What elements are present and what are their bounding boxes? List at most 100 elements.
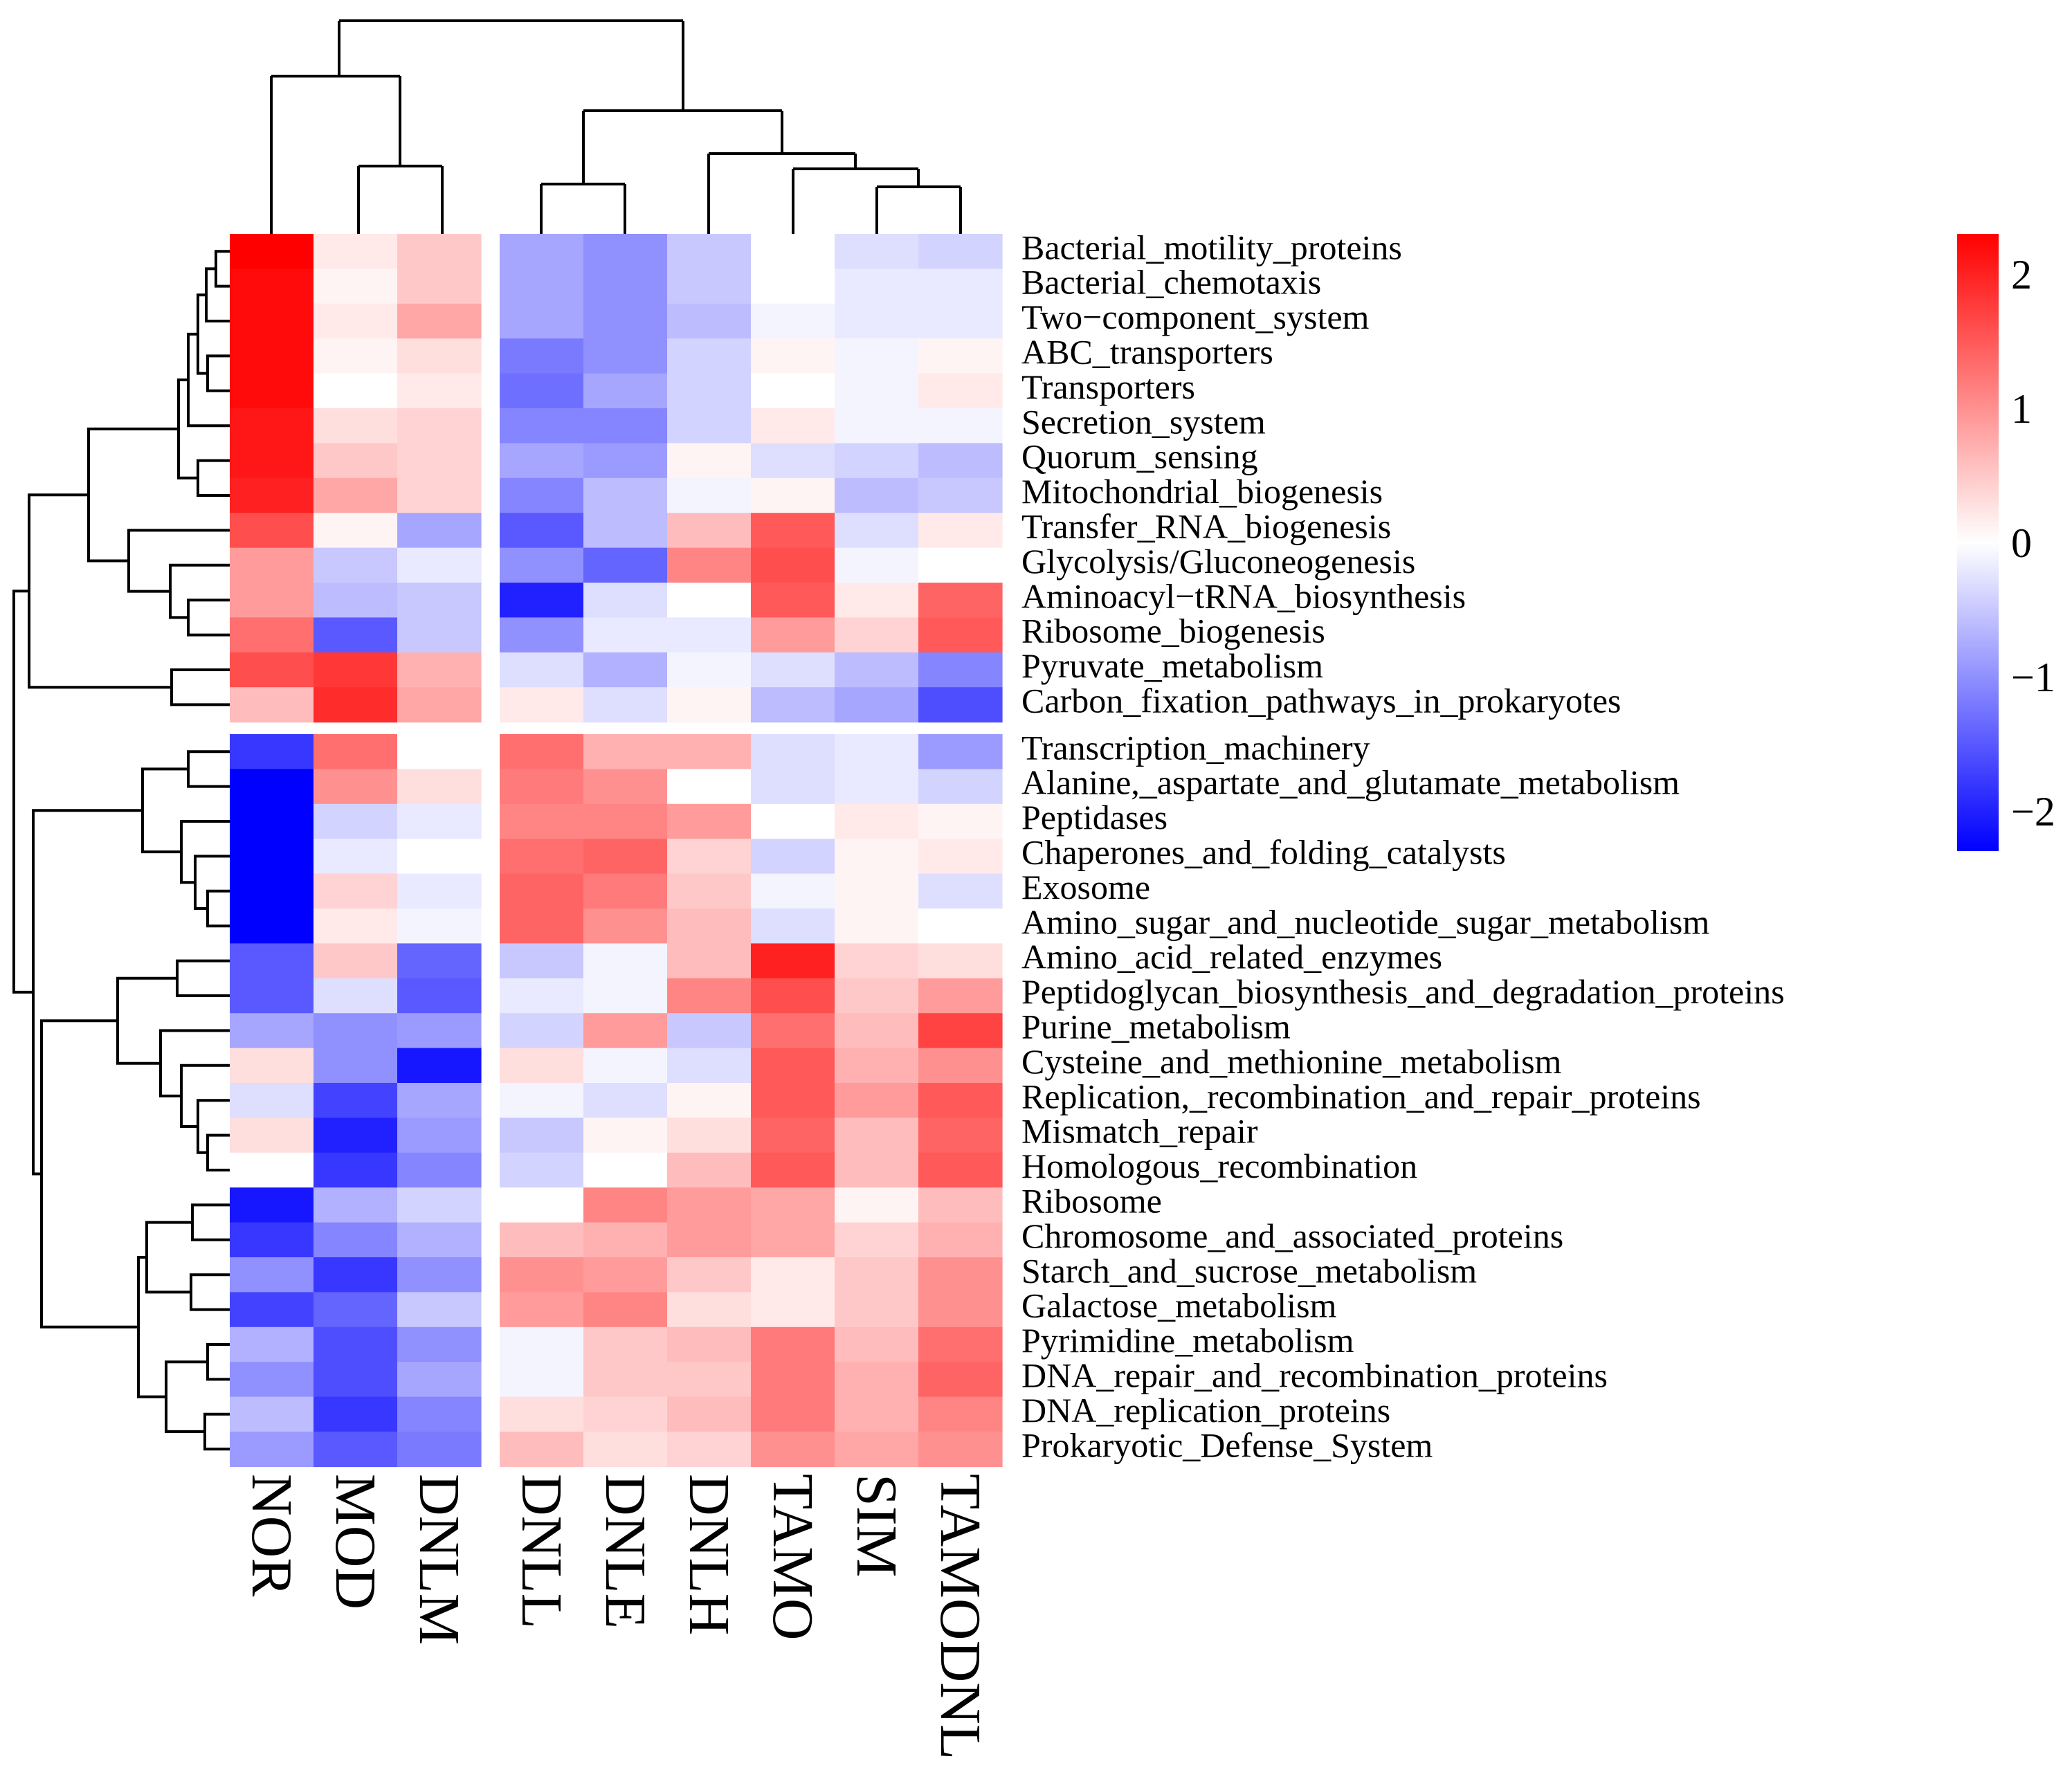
heatmap-cell <box>751 873 835 909</box>
heatmap-cell <box>313 234 398 269</box>
heatmap-cell <box>313 909 398 944</box>
heatmap-cell <box>918 978 1003 1014</box>
dendrogram-branch <box>137 1256 166 1398</box>
heatmap-cell <box>230 408 314 444</box>
heatmap-cell <box>667 338 752 374</box>
heatmap-cell <box>230 1326 314 1362</box>
heatmap-cell <box>313 1222 398 1258</box>
heatmap-cell <box>835 373 919 409</box>
heatmap-cell <box>751 1432 835 1467</box>
heatmap-cell <box>751 513 835 549</box>
row-label: ABC_transporters <box>1021 333 1273 372</box>
heatmap-cell <box>313 513 398 549</box>
row-label: Homologous_recombination <box>1021 1147 1417 1185</box>
heatmap-cell <box>751 617 835 653</box>
column-label: NOR <box>239 1474 304 1596</box>
heatmap-cell <box>667 909 752 944</box>
heatmap-cell <box>918 687 1003 723</box>
heatmap-cell <box>583 268 668 304</box>
row-label: Glycolysis/Gluconeogenesis <box>1021 542 1415 581</box>
heatmap-cell <box>397 234 482 269</box>
heatmap-cell <box>751 443 835 479</box>
heatmap-cell <box>583 513 668 549</box>
heatmap-cell <box>918 408 1003 444</box>
legend-tick-label: −2 <box>2011 789 2055 834</box>
heatmap-cell <box>500 652 584 688</box>
heatmap-cell <box>751 1257 835 1293</box>
heatmap-cell <box>918 1257 1003 1293</box>
heatmap-cell <box>583 303 668 339</box>
heatmap-cell <box>667 943 752 979</box>
heatmap-cell <box>835 1432 919 1467</box>
heatmap-cell <box>500 513 584 549</box>
heatmap-cell <box>918 1362 1003 1398</box>
heatmap-cell <box>918 513 1003 549</box>
heatmap-cell <box>313 1432 398 1467</box>
heatmap-cell <box>313 268 398 304</box>
column-label: MOD <box>323 1474 388 1609</box>
heatmap-cell <box>397 303 482 339</box>
heatmap-cell <box>835 617 919 653</box>
heatmap-cell <box>500 769 584 805</box>
heatmap-cell <box>313 943 398 979</box>
heatmap-cell <box>230 547 314 583</box>
dendrogram-branch <box>187 750 230 788</box>
heatmap-cell <box>751 268 835 304</box>
heatmap-cell <box>835 234 919 269</box>
heatmap-cell <box>667 1117 752 1153</box>
heatmap-cell <box>397 687 482 723</box>
row-label: Starch_and_sucrose_metabolism <box>1021 1251 1477 1290</box>
heatmap-cell <box>397 373 482 409</box>
heatmap-cell <box>500 408 584 444</box>
heatmap-cell <box>500 909 584 944</box>
heatmap-cell <box>835 803 919 839</box>
heatmap-cell <box>230 1292 314 1328</box>
heatmap-cell <box>313 839 398 875</box>
heatmap-cell <box>583 373 668 409</box>
heatmap-cell <box>751 338 835 374</box>
heatmap-cell <box>583 547 668 583</box>
heatmap-cell <box>230 943 314 979</box>
legend-tick-label: 1 <box>2011 386 2032 432</box>
heatmap-cell <box>500 547 584 583</box>
dendrogram-branch <box>145 1221 192 1294</box>
heatmap-cell <box>835 1013 919 1049</box>
dendrogram-branch <box>116 976 177 1065</box>
heatmap-cell <box>667 547 752 583</box>
heatmap-cell <box>397 1152 482 1188</box>
heatmap-cell <box>667 408 752 444</box>
heatmap-cell <box>313 303 398 339</box>
heatmap-cell <box>583 477 668 513</box>
legend-color-bar <box>1957 234 1999 851</box>
heatmap-cell <box>835 1396 919 1432</box>
row-label: Prokaryotic_Defense_System <box>1021 1425 1433 1464</box>
heatmap-cell <box>583 652 668 688</box>
heatmap-cell <box>751 373 835 409</box>
heatmap-cell <box>835 268 919 304</box>
heatmap-cell <box>835 513 919 549</box>
heatmap-cell <box>313 443 398 479</box>
dendrogram-branch <box>215 250 230 288</box>
legend-tick-label: 0 <box>2011 520 2032 566</box>
column-label: DNLM <box>407 1474 471 1645</box>
heatmap-cell <box>751 1292 835 1328</box>
heatmap-cell <box>667 873 752 909</box>
heatmap-cell <box>583 1362 668 1398</box>
heatmap-cell <box>313 978 398 1014</box>
heatmap-cell <box>313 338 398 374</box>
heatmap-cell <box>397 769 482 805</box>
heatmap-cell <box>667 1292 752 1328</box>
dendrogram-branch <box>87 427 179 563</box>
heatmap-cell <box>397 513 482 549</box>
heatmap-cell <box>500 338 584 374</box>
heatmap-cell <box>667 1222 752 1258</box>
heatmap-cell <box>751 1326 835 1362</box>
heatmap-cell <box>583 1013 668 1049</box>
dendrogram-branch <box>12 590 33 994</box>
heatmap-cell <box>583 1152 668 1188</box>
heatmap-cell <box>583 1432 668 1467</box>
heatmap-cell <box>397 268 482 304</box>
heatmap-cell <box>230 513 314 549</box>
heatmap-cell <box>918 1083 1003 1118</box>
heatmap-cell <box>500 617 584 653</box>
